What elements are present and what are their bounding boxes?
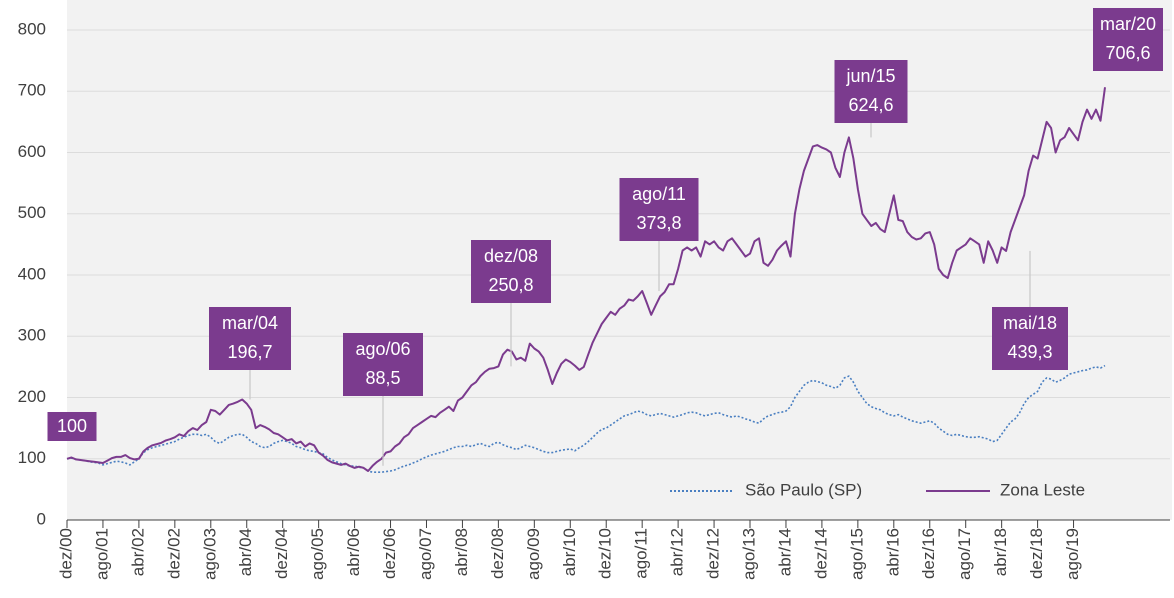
- x-tick-label: dez/14: [811, 528, 830, 579]
- annotation-box: [992, 307, 1068, 370]
- x-tick-label: abr/16: [883, 528, 902, 576]
- x-tick-label: abr/08: [452, 528, 471, 576]
- annotation-date: mar/20: [1100, 14, 1156, 34]
- annotation-value: 706,6: [1105, 43, 1150, 63]
- x-tick-label: dez/00: [56, 528, 75, 579]
- annotation-value: 439,3: [1007, 342, 1052, 362]
- x-tick-label: ago/19: [1063, 528, 1082, 580]
- x-tick-label: abr/06: [344, 528, 363, 576]
- legend-label: São Paulo (SP): [745, 480, 862, 499]
- annotation-value: 88,5: [365, 368, 400, 388]
- y-tick-label: 800: [18, 19, 46, 38]
- annotation-box: [47, 412, 97, 441]
- x-tick-label: abr/04: [236, 528, 255, 576]
- annotation-value: 250,8: [488, 275, 533, 295]
- x-tick-label: dez/02: [164, 528, 183, 579]
- x-tick-label: dez/08: [488, 528, 507, 579]
- annotation-box: [209, 307, 291, 370]
- annotation-date: dez/08: [484, 246, 538, 266]
- x-tick-label: ago/01: [92, 528, 111, 580]
- x-tick-label: dez/04: [272, 528, 291, 579]
- annotation-value: 196,7: [227, 342, 272, 362]
- x-tick-label: ago/07: [416, 528, 435, 580]
- y-tick-label: 600: [18, 142, 46, 161]
- y-tick-label: 500: [18, 203, 46, 222]
- series-line: [66, 364, 1106, 473]
- annotation-date: ago/11: [632, 184, 686, 204]
- annotation-box: [1093, 8, 1163, 71]
- series-line: [66, 87, 1106, 472]
- x-tick-label: ago/11: [632, 528, 651, 579]
- x-tick-label: abr/12: [668, 528, 687, 576]
- annotation-box: [471, 240, 551, 303]
- annotation-date: mai/18: [1003, 313, 1057, 333]
- x-tick-label: ago/05: [308, 528, 327, 580]
- annotation-value: 100: [57, 416, 87, 436]
- x-tick-label: ago/09: [524, 528, 543, 580]
- y-tick-label: 300: [18, 326, 46, 345]
- annotation-value: 373,8: [636, 213, 681, 233]
- y-tick-label: 100: [18, 448, 46, 467]
- y-tick-label: 400: [18, 264, 46, 283]
- x-tick-label: ago/03: [200, 528, 219, 580]
- x-tick-label: abr/18: [991, 528, 1010, 576]
- y-tick-label: 0: [37, 509, 46, 528]
- annotation-box: [619, 178, 699, 241]
- x-tick-label: abr/14: [775, 528, 794, 576]
- annotation-date: jun/15: [845, 66, 895, 86]
- annotation-value: 624,6: [848, 95, 893, 115]
- y-tick-label: 200: [18, 387, 46, 406]
- annotation-box: [834, 60, 908, 123]
- x-tick-label: dez/12: [704, 528, 723, 579]
- legend-label: Zona Leste: [1000, 480, 1085, 499]
- plot-area: [67, 0, 1172, 520]
- x-tick-label: abr/10: [560, 528, 579, 576]
- x-tick-label: ago/17: [955, 528, 974, 580]
- y-tick-label: 700: [18, 81, 46, 100]
- x-tick-label: ago/15: [847, 528, 866, 580]
- x-tick-label: dez/10: [596, 528, 615, 579]
- annotation-date: mar/04: [222, 313, 278, 333]
- x-tick-label: dez/06: [380, 528, 399, 579]
- annotation-date: ago/06: [355, 339, 410, 359]
- x-tick-label: ago/13: [739, 528, 758, 580]
- annotation-box: [343, 333, 423, 396]
- x-tick-label: abr/02: [128, 528, 147, 576]
- x-tick-label: dez/16: [919, 528, 938, 579]
- x-tick-label: dez/18: [1027, 528, 1046, 579]
